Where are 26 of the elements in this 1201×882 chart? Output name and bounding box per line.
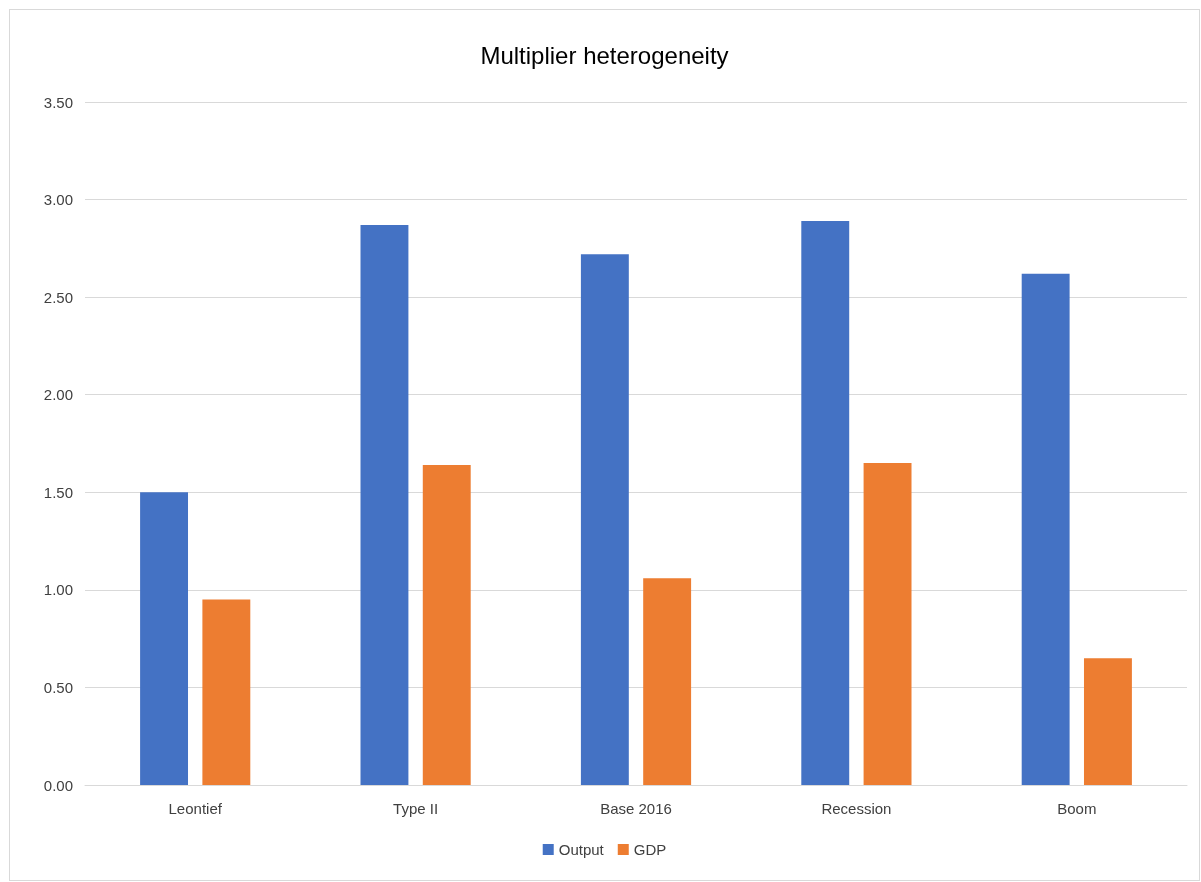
x-tick-label: Boom	[1057, 800, 1097, 817]
chart-title: Multiplier heterogeneity	[480, 41, 729, 69]
bar	[422, 464, 471, 785]
y-tick-label: 0.00	[43, 776, 73, 794]
y-tick-label: 1.00	[43, 581, 73, 599]
bar	[801, 221, 850, 785]
x-tick-label: Base 2016	[600, 800, 672, 817]
x-tick-label: Type II	[393, 800, 439, 817]
y-tick-label: 0.50	[43, 678, 73, 696]
bar	[580, 254, 629, 785]
legend-label: Output	[558, 841, 605, 858]
bar	[202, 599, 251, 785]
y-tick-label: 2.50	[43, 288, 73, 306]
bar	[360, 224, 409, 785]
y-tick-label: 1.50	[43, 483, 73, 501]
x-tick-label: Leontief	[168, 800, 223, 817]
bar	[1083, 658, 1132, 785]
y-tick-label: 3.50	[43, 93, 73, 111]
y-tick-label: 3.00	[43, 191, 73, 209]
legend-label: GDP	[633, 841, 667, 858]
bar	[863, 463, 912, 785]
x-tick-label: Recession	[821, 800, 892, 817]
bar	[643, 578, 692, 785]
y-tick-label: 2.00	[43, 386, 73, 404]
bar	[1021, 273, 1070, 785]
bar	[140, 492, 189, 785]
